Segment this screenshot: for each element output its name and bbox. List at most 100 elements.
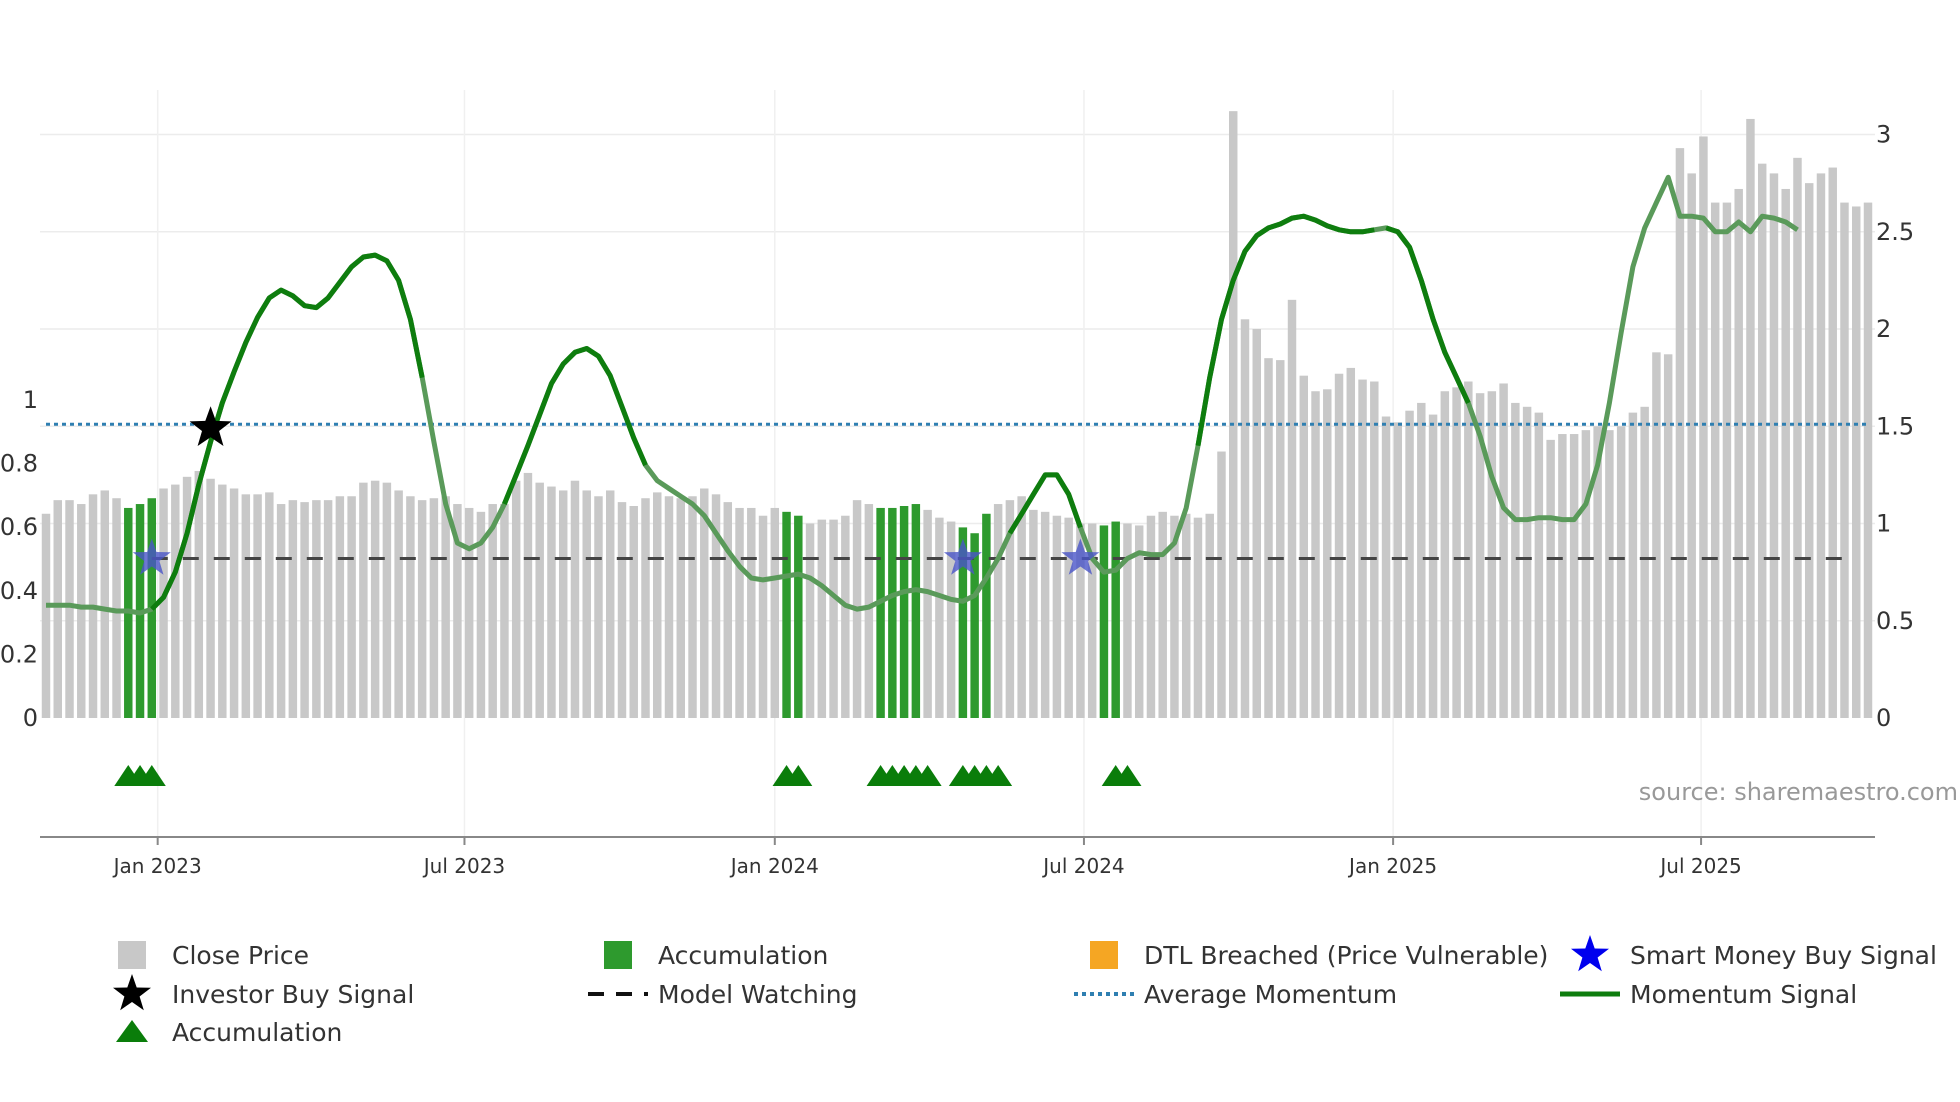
close-price-bar — [218, 484, 227, 718]
close-price-bar — [1428, 414, 1438, 718]
close-price-bar — [359, 482, 368, 718]
close-price-bar — [1146, 515, 1156, 718]
close-price-bar — [1287, 299, 1297, 718]
legend-label: Investor Buy Signal — [172, 980, 414, 1009]
close-price-bar — [370, 480, 380, 718]
close-price-bar — [641, 498, 650, 718]
close-price-bar — [1370, 381, 1379, 718]
y-left-tick-label: 0.2 — [0, 640, 38, 668]
close-price-bar — [1064, 517, 1073, 718]
close-price-bar — [229, 488, 239, 718]
axes: Jan 2023 Jul 2023 Jan 2024 Jul 2024 Jan 2025… — [0, 121, 1914, 879]
close-price-bar — [805, 523, 815, 718]
close-price-bar — [1393, 422, 1403, 718]
smart-money-star — [132, 538, 171, 575]
y-left-tick-label: 0.6 — [0, 513, 38, 541]
close-price-bar — [1522, 406, 1532, 718]
investor-buy-star — [189, 406, 232, 446]
close-price-bar — [688, 496, 697, 718]
y-left-tick-label: 0.8 — [0, 450, 38, 478]
signal-markers — [114, 406, 1142, 786]
close-price-bar — [664, 496, 674, 718]
close-price-bar — [758, 515, 768, 718]
y-right-tick-label: 0 — [1876, 704, 1891, 732]
close-price-bar — [1534, 412, 1544, 718]
close-price-bar — [335, 496, 345, 718]
close-price-bar — [276, 504, 286, 718]
close-price-bar — [993, 504, 1003, 718]
close-price-bar — [1499, 383, 1508, 718]
close-price-bar — [1158, 511, 1167, 718]
close-price-bar — [1005, 500, 1015, 718]
close-price-bar — [1558, 434, 1567, 718]
close-price-bar — [817, 519, 827, 718]
close-price-bar — [1264, 358, 1273, 718]
close-price-bar — [1299, 375, 1308, 718]
close-price-bar — [1311, 391, 1320, 718]
signal-lines — [46, 174, 1868, 616]
close-price-bar — [864, 504, 874, 718]
close-price-bar — [100, 490, 109, 718]
accumulation-bar — [911, 504, 921, 718]
close-price-bar — [1863, 202, 1873, 718]
close-price-bar — [946, 521, 956, 718]
y-right-tick-label: 1 — [1876, 510, 1891, 538]
close-price-bar — [1181, 513, 1191, 718]
close-price-bar — [1381, 416, 1391, 718]
close-price-bar — [617, 502, 627, 719]
close-price-bar — [429, 498, 439, 718]
close-price-bar — [1217, 451, 1226, 718]
close-price-bar — [700, 488, 709, 718]
close-price-bar — [1452, 387, 1461, 718]
x-tick-label: Jul 2024 — [1041, 854, 1124, 878]
accumulation-marker — [137, 765, 166, 786]
momentum-signal-segment — [1195, 213, 1375, 447]
accumulation-bar — [794, 515, 803, 718]
close-price-bar — [1734, 188, 1743, 718]
close-price-bar — [1687, 173, 1696, 718]
close-price-bar — [582, 490, 591, 718]
legend-swatch — [604, 941, 632, 969]
close-price-bar — [829, 519, 838, 718]
close-price-bar — [453, 504, 462, 718]
close-price-bar — [735, 507, 744, 718]
legend-label: Momentum Signal — [1630, 980, 1857, 1009]
momentum-signal-segment — [1007, 472, 1083, 535]
close-price-bar — [65, 500, 74, 718]
close-price-bar — [312, 500, 321, 718]
smart-money-icon — [1571, 935, 1609, 972]
legend-label: DTL Breached (Price Vulnerable) — [1144, 941, 1548, 970]
legend-item: Model Watching — [588, 980, 858, 1009]
close-price-bar — [1134, 525, 1144, 718]
close-price-bar — [653, 492, 662, 718]
close-price-bar — [535, 482, 544, 718]
x-tick-label: Jan 2025 — [1347, 854, 1437, 878]
close-price-bar — [1017, 496, 1026, 718]
close-price-bar — [1699, 136, 1708, 718]
y-right-tick-label: 3 — [1876, 121, 1891, 149]
legend-label: Model Watching — [658, 980, 858, 1009]
close-price-bar — [1757, 163, 1767, 719]
close-price-bar — [112, 498, 121, 718]
close-price-bar — [676, 498, 685, 718]
close-price-bar — [523, 472, 533, 718]
close-price-bar — [1334, 373, 1344, 718]
close-price-bar — [1675, 148, 1685, 718]
accumulation-marker — [1113, 765, 1142, 786]
legend-label: Accumulation — [658, 941, 828, 970]
close-price-bar — [1781, 188, 1790, 718]
close-price-bar — [841, 515, 850, 718]
close-price-bars — [41, 111, 1873, 719]
legend-item: Momentum Signal — [1560, 980, 1857, 1009]
close-price-bar — [182, 476, 192, 718]
close-price-bar — [1616, 426, 1626, 718]
close-price-bar — [382, 482, 392, 718]
close-price-bar — [629, 506, 638, 719]
accumulation-marker — [984, 765, 1013, 786]
close-price-bar — [347, 496, 356, 718]
close-price-bar — [171, 484, 180, 718]
close-price-bar — [1710, 202, 1720, 718]
legend-label: Average Momentum — [1144, 980, 1397, 1009]
close-price-bar — [1628, 412, 1638, 718]
close-price-bar — [1229, 111, 1238, 718]
